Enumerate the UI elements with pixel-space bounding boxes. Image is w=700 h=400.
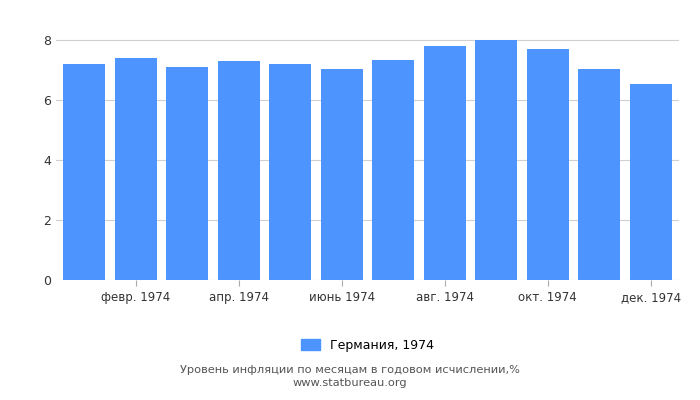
Bar xyxy=(218,61,260,280)
Text: Уровень инфляции по месяцам в годовом исчислении,%: Уровень инфляции по месяцам в годовом ис… xyxy=(180,365,520,375)
Bar xyxy=(63,64,106,280)
Bar xyxy=(424,46,466,280)
Bar xyxy=(166,67,209,280)
Bar xyxy=(321,68,363,280)
Bar xyxy=(526,49,569,280)
Bar xyxy=(578,68,620,280)
Bar xyxy=(372,60,414,280)
Bar xyxy=(270,64,312,280)
Text: www.statbureau.org: www.statbureau.org xyxy=(293,378,407,388)
Bar xyxy=(475,40,517,280)
Bar xyxy=(115,58,157,280)
Legend: Германия, 1974: Германия, 1974 xyxy=(296,334,439,357)
Bar xyxy=(629,84,672,280)
